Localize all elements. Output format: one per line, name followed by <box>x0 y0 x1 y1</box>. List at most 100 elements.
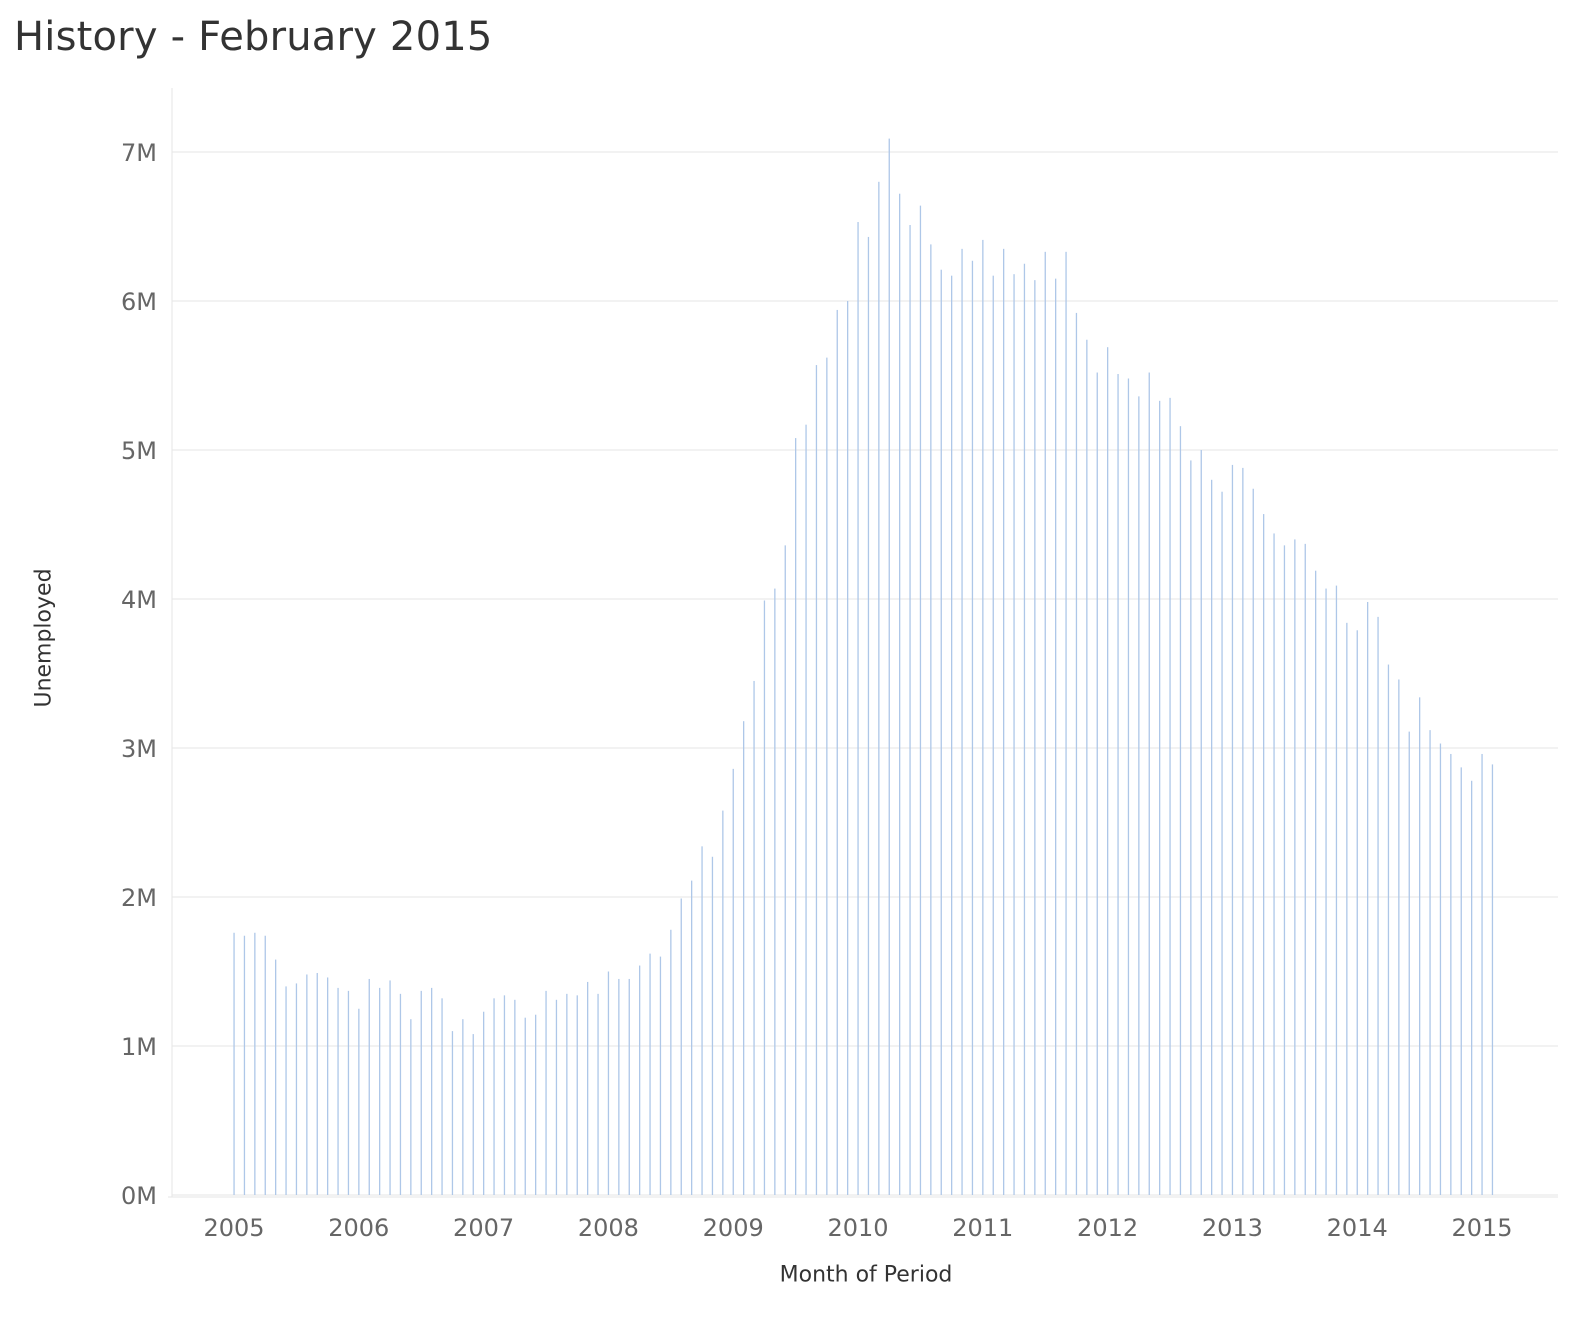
bar-2007-04[interactable] <box>514 999 516 1195</box>
bar-2014-09[interactable] <box>1439 743 1442 1195</box>
bar-2005-06[interactable] <box>285 986 287 1195</box>
bar-2006-03[interactable] <box>379 987 381 1195</box>
bar-2007-02[interactable] <box>493 998 495 1195</box>
bar-2006-05[interactable] <box>399 993 402 1195</box>
bar-2013-12[interactable] <box>1346 622 1348 1195</box>
bar-2012-04[interactable] <box>1138 396 1140 1195</box>
bar-2006-04[interactable] <box>389 980 391 1195</box>
bar-2007-11[interactable] <box>587 981 589 1195</box>
bar-2008-07[interactable] <box>670 929 672 1195</box>
bar-2012-01[interactable] <box>1107 347 1109 1195</box>
bar-2013-07[interactable] <box>1294 539 1296 1195</box>
bar-2011-10[interactable] <box>1075 312 1078 1195</box>
bar-2014-10[interactable] <box>1450 753 1452 1195</box>
bar-2014-03[interactable] <box>1377 616 1379 1195</box>
bar-2005-04[interactable] <box>264 935 266 1195</box>
bar-2005-11[interactable] <box>337 987 339 1195</box>
bar-2010-02[interactable] <box>867 236 870 1195</box>
bar-2006-07[interactable] <box>420 990 422 1195</box>
bar-2009-05[interactable] <box>774 588 776 1195</box>
bar-2006-02[interactable] <box>368 978 370 1195</box>
bar-2007-07[interactable] <box>545 990 547 1195</box>
bar-2008-04[interactable] <box>639 965 641 1195</box>
bar-2008-10[interactable] <box>701 846 703 1195</box>
bar-2009-10[interactable] <box>826 357 828 1195</box>
bar-2010-11[interactable] <box>961 248 963 1196</box>
bar-2013-06[interactable] <box>1283 545 1286 1195</box>
bar-2008-12[interactable] <box>722 810 724 1195</box>
bar-2013-10[interactable] <box>1325 588 1327 1195</box>
bar-2012-12[interactable] <box>1221 491 1223 1196</box>
bar-2008-08[interactable] <box>680 898 682 1195</box>
bar-2008-11[interactable] <box>711 856 714 1195</box>
bar-2010-01[interactable] <box>857 222 859 1195</box>
bar-2005-02[interactable] <box>243 935 246 1195</box>
bar-2014-04[interactable] <box>1387 664 1390 1195</box>
bar-2008-06[interactable] <box>659 956 662 1195</box>
bar-2011-03[interactable] <box>1003 248 1005 1196</box>
bar-2007-06[interactable] <box>535 1014 537 1195</box>
bar-2006-01[interactable] <box>358 1008 360 1195</box>
bar-2011-05[interactable] <box>1023 263 1026 1195</box>
bar-2010-04[interactable] <box>888 138 890 1196</box>
bar-2005-09[interactable] <box>316 972 318 1195</box>
bar-2011-12[interactable] <box>1096 372 1098 1195</box>
bar-2006-10[interactable] <box>451 1031 454 1195</box>
bar-2006-06[interactable] <box>410 1019 412 1195</box>
bar-2005-07[interactable] <box>295 983 298 1195</box>
bar-2011-04[interactable] <box>1013 274 1015 1195</box>
bar-2010-12[interactable] <box>971 260 974 1195</box>
bar-2013-08[interactable] <box>1304 543 1306 1195</box>
bar-2007-12[interactable] <box>597 993 599 1195</box>
bar-2008-02[interactable] <box>618 978 620 1195</box>
bar-2009-12[interactable] <box>847 301 849 1195</box>
bar-2008-09[interactable] <box>691 880 693 1195</box>
bar-2011-09[interactable] <box>1065 251 1067 1195</box>
bar-2006-12[interactable] <box>472 1034 474 1195</box>
bar-2011-08[interactable] <box>1055 278 1057 1195</box>
bar-2010-06[interactable] <box>909 225 911 1195</box>
bar-2005-10[interactable] <box>327 977 329 1195</box>
bar-2015-02[interactable] <box>1491 764 1494 1195</box>
bar-2009-04[interactable] <box>763 600 766 1195</box>
bar-2009-07[interactable] <box>795 438 797 1196</box>
bar-2005-08[interactable] <box>306 974 308 1195</box>
bar-2012-03[interactable] <box>1127 378 1130 1196</box>
bar-2012-02[interactable] <box>1117 374 1119 1195</box>
bar-2012-07[interactable] <box>1169 397 1171 1196</box>
bar-2012-10[interactable] <box>1200 450 1202 1195</box>
bar-2006-09[interactable] <box>441 998 443 1195</box>
bar-2007-03[interactable] <box>503 995 506 1195</box>
bar-2013-03[interactable] <box>1252 488 1254 1195</box>
bar-2013-04[interactable] <box>1263 514 1265 1195</box>
bar-2014-12[interactable] <box>1471 780 1473 1195</box>
bar-2009-11[interactable] <box>836 309 838 1195</box>
bar-2007-01[interactable] <box>483 1011 485 1195</box>
bar-2009-03[interactable] <box>753 680 755 1195</box>
bar-2015-01[interactable] <box>1481 753 1483 1195</box>
bar-2009-09[interactable] <box>815 365 818 1195</box>
bar-2014-06[interactable] <box>1408 731 1410 1195</box>
bar-2007-08[interactable] <box>555 999 558 1195</box>
bar-2011-06[interactable] <box>1034 280 1036 1195</box>
bar-2010-03[interactable] <box>878 181 880 1196</box>
bar-2013-02[interactable] <box>1242 467 1244 1195</box>
bar-2009-06[interactable] <box>784 545 786 1195</box>
bar-2013-11[interactable] <box>1335 585 1338 1195</box>
bar-2005-05[interactable] <box>275 959 277 1195</box>
bar-2010-07[interactable] <box>919 205 922 1195</box>
bar-2005-01[interactable] <box>233 932 235 1195</box>
bar-2013-01[interactable] <box>1231 464 1234 1195</box>
bar-2010-10[interactable] <box>951 275 953 1195</box>
bar-2012-06[interactable] <box>1159 400 1161 1196</box>
bar-2008-05[interactable] <box>649 953 651 1195</box>
bar-2011-11[interactable] <box>1086 339 1088 1195</box>
bar-2009-02[interactable] <box>743 721 745 1195</box>
bar-2011-01[interactable] <box>982 239 984 1195</box>
bar-2010-09[interactable] <box>940 269 942 1196</box>
bar-2006-08[interactable] <box>431 987 433 1195</box>
bar-2012-11[interactable] <box>1211 479 1213 1195</box>
bar-2009-01[interactable] <box>732 768 734 1195</box>
bar-2007-05[interactable] <box>524 1017 526 1195</box>
bar-2014-11[interactable] <box>1460 767 1462 1195</box>
